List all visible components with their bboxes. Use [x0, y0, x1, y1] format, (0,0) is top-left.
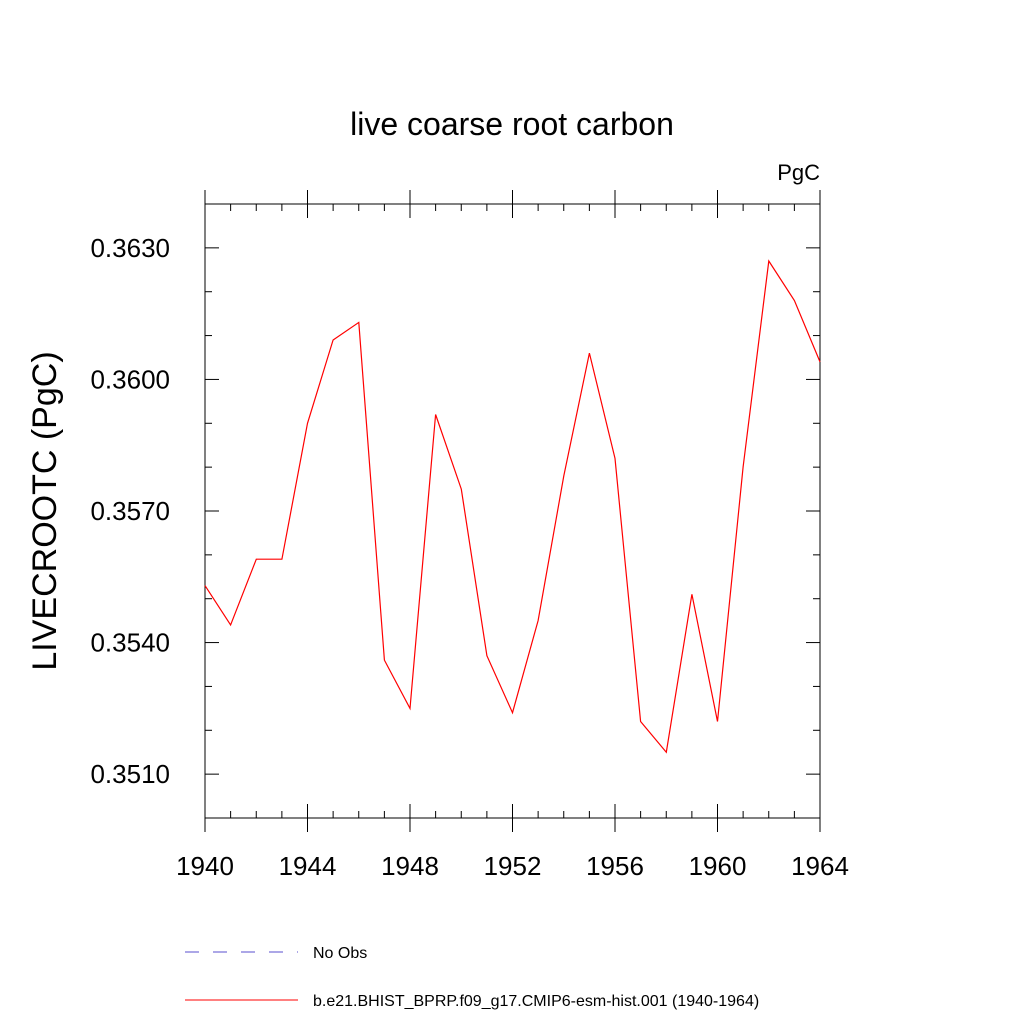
chart-title: live coarse root carbon — [350, 106, 674, 142]
x-tick-label: 1948 — [381, 851, 439, 881]
x-tick-label: 1960 — [689, 851, 747, 881]
x-tick-label: 1956 — [586, 851, 644, 881]
x-tick-label: 1944 — [279, 851, 337, 881]
y-tick-label: 0.3600 — [90, 364, 170, 394]
units-label: PgC — [777, 160, 820, 185]
x-tick-label: 1940 — [176, 851, 234, 881]
plot-frame — [204, 203, 821, 819]
y-tick-label: 0.3570 — [90, 496, 170, 526]
legend-entry-label: b.e21.BHIST_BPRP.f09_g17.CMIP6-esm-hist.… — [313, 993, 759, 1010]
series-line — [204, 259, 821, 754]
y-tick-label: 0.3540 — [90, 628, 170, 658]
x-tick-label: 1964 — [791, 851, 849, 881]
y-axis-label: LIVECROOTC (PgC) — [26, 351, 64, 670]
legend: No Obs b.e21.BHIST_BPRP.f09_g17.CMIP6-esm… — [185, 945, 759, 1010]
x-tick-label: 1952 — [484, 851, 542, 881]
legend-entry-label: No Obs — [313, 945, 367, 962]
y-tick-label: 0.3630 — [90, 233, 170, 263]
y-tick-label: 0.3510 — [90, 759, 170, 789]
plot-area: 1940 1944 1948 1952 1956 1960 1964 0.3510 0.3540… — [90, 190, 849, 881]
